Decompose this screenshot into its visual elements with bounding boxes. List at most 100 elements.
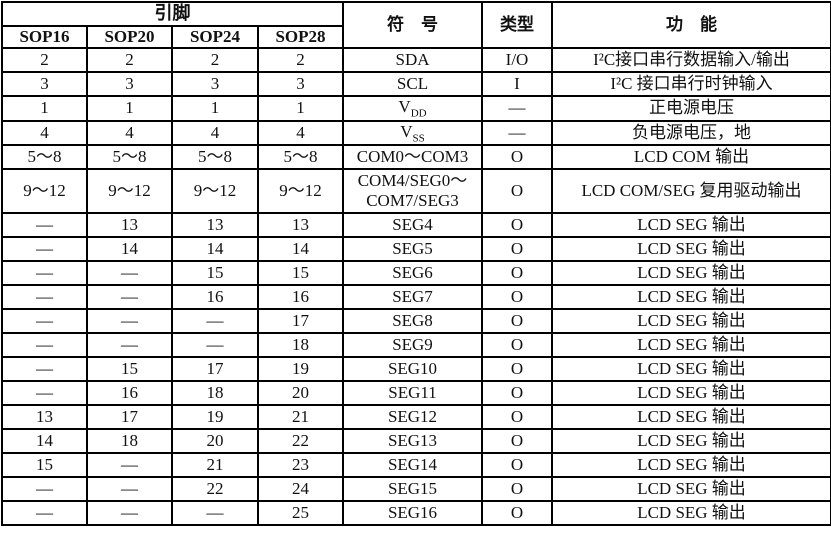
pin-cell: — xyxy=(86,308,173,335)
pin-cell: — xyxy=(1,356,88,383)
table-header: 引脚 符 号 类型 功 能 SOP16 SOP20 SOP24 SOP28 xyxy=(1,0,831,50)
symbol-cell: SEG4 xyxy=(342,212,483,239)
header-package-sop24: SOP24 xyxy=(171,24,259,50)
table-row: —13 13 13 SEG4 O LCD SEG 输出 xyxy=(1,212,831,239)
function-cell: 正电源电压 xyxy=(551,95,831,122)
symbol-cell: SEG10 xyxy=(342,356,483,383)
pin-cell: 9～12 xyxy=(86,168,173,215)
pin-cell: 22 xyxy=(257,428,344,455)
pin-cell: 13 xyxy=(1,404,88,431)
symbol-cell: SDA xyxy=(342,47,483,74)
table-row: —15 17 19 SEG10 O LCD SEG 输出 xyxy=(1,356,831,383)
pin-cell: — xyxy=(86,476,173,503)
header-type: 类型 xyxy=(481,0,553,50)
pin-cell: 4 xyxy=(1,119,88,147)
type-cell: O xyxy=(481,356,553,383)
type-cell: O xyxy=(481,500,553,527)
pin-cell: 5～8 xyxy=(171,144,259,171)
pin-cell: — xyxy=(86,284,173,311)
symbol-cell: SEG12 xyxy=(342,404,483,431)
header-symbol: 符 号 xyxy=(342,0,483,50)
type-cell: O xyxy=(481,168,553,215)
pin-cell: — xyxy=(1,212,88,239)
pin-cell: 14 xyxy=(1,428,88,455)
type-cell: O xyxy=(481,284,553,311)
pin-cell: 1 xyxy=(86,95,173,122)
pin-cell: 5～8 xyxy=(257,144,344,171)
pin-cell: — xyxy=(171,500,259,527)
function-cell: I²C 接口串行时钟输入 xyxy=(551,71,831,98)
function-cell: LCD SEG 输出 xyxy=(551,500,831,527)
header-package-sop28: SOP28 xyxy=(257,24,344,50)
symbol-subscript: SS xyxy=(412,132,425,145)
pin-cell: 9～12 xyxy=(171,168,259,215)
function-cell: LCD SEG 输出 xyxy=(551,308,831,335)
pin-cell: — xyxy=(1,260,88,287)
header-package-row: SOP16 SOP20 SOP24 SOP28 xyxy=(1,24,831,50)
pin-cell: 5～8 xyxy=(1,144,88,171)
function-cell: LCD SEG 输出 xyxy=(551,212,831,239)
header-function: 功 能 xyxy=(551,0,831,50)
type-cell: O xyxy=(481,476,553,503)
function-cell: LCD COM 输出 xyxy=(551,144,831,171)
pin-cell: 17 xyxy=(171,356,259,383)
header-package-sop20: SOP20 xyxy=(86,24,173,50)
pin-cell: 16 xyxy=(257,284,344,311)
function-cell: LCD SEG 输出 xyxy=(551,356,831,383)
pin-cell: 15 xyxy=(86,356,173,383)
symbol-cell: SEG14 xyxy=(342,452,483,479)
type-cell: O xyxy=(481,404,553,431)
symbol-cell: COM4/SEG0～ COM7/SEG3 xyxy=(342,168,483,215)
pin-cell: 4 xyxy=(86,119,173,147)
function-cell: LCD SEG 输出 xyxy=(551,332,831,359)
type-cell: O xyxy=(481,428,553,455)
table-row: 2 2 2 2 SDA I/O I²C接口串行数据输入/输出 xyxy=(1,47,831,74)
pin-cell: 18 xyxy=(257,332,344,359)
pin-cell: 18 xyxy=(86,428,173,455)
pin-cell: 1 xyxy=(1,95,88,122)
function-cell: LCD SEG 输出 xyxy=(551,284,831,311)
pin-cell: 3 xyxy=(86,71,173,98)
pin-cell: 2 xyxy=(257,47,344,74)
pin-cell: — xyxy=(1,332,88,359)
table-row: 4 4 4 4 VSS — 负电源电压，地 xyxy=(1,119,831,147)
pin-cell: 24 xyxy=(257,476,344,503)
pin-cell: 14 xyxy=(171,236,259,263)
type-cell: O xyxy=(481,332,553,359)
table-row: — —16 16 SEG7 O LCD SEG 输出 xyxy=(1,284,831,311)
function-cell: LCD SEG 输出 xyxy=(551,452,831,479)
pin-cell: — xyxy=(86,260,173,287)
symbol-cell: SEG8 xyxy=(342,308,483,335)
pin-cell: 20 xyxy=(171,428,259,455)
function-cell: LCD SEG 输出 xyxy=(551,428,831,455)
type-cell: O xyxy=(481,452,553,479)
table-row: — — —25 SEG16 O LCD SEG 输出 xyxy=(1,500,831,527)
pin-cell: 4 xyxy=(171,119,259,147)
pin-cell: 13 xyxy=(86,212,173,239)
symbol-cell: SEG9 xyxy=(342,332,483,359)
pin-cell: 20 xyxy=(257,380,344,407)
symbol-cell: VSS xyxy=(342,119,483,147)
type-cell: O xyxy=(481,236,553,263)
pin-cell: 19 xyxy=(171,404,259,431)
pin-cell: — xyxy=(1,308,88,335)
symbol-cell: VDD xyxy=(342,95,483,122)
pin-cell: 2 xyxy=(86,47,173,74)
pin-cell: 18 xyxy=(171,380,259,407)
function-cell: I²C接口串行数据输入/输出 xyxy=(551,47,831,74)
symbol-cell: SEG13 xyxy=(342,428,483,455)
pin-cell: 1 xyxy=(257,95,344,122)
function-cell: 负电源电压，地 xyxy=(551,119,831,147)
symbol-cell: SEG11 xyxy=(342,380,483,407)
table-row: —14 14 14 SEG5 O LCD SEG 输出 xyxy=(1,236,831,263)
pin-cell: 13 xyxy=(257,212,344,239)
pin-cell: — xyxy=(171,308,259,335)
type-cell: O xyxy=(481,308,553,335)
table-row: 5～8 5～8 5～8 5～8 COM0～COM3 O LCD COM 输出 xyxy=(1,144,831,171)
table-row: 1 1 1 1 VDD — 正电源电压 xyxy=(1,95,831,122)
pin-cell: 4 xyxy=(257,119,344,147)
symbol-cell: SEG5 xyxy=(342,236,483,263)
table-row: 14 18 20 22 SEG13 O LCD SEG 输出 xyxy=(1,428,831,455)
table-row: — — —17 SEG8 O LCD SEG 输出 xyxy=(1,308,831,335)
